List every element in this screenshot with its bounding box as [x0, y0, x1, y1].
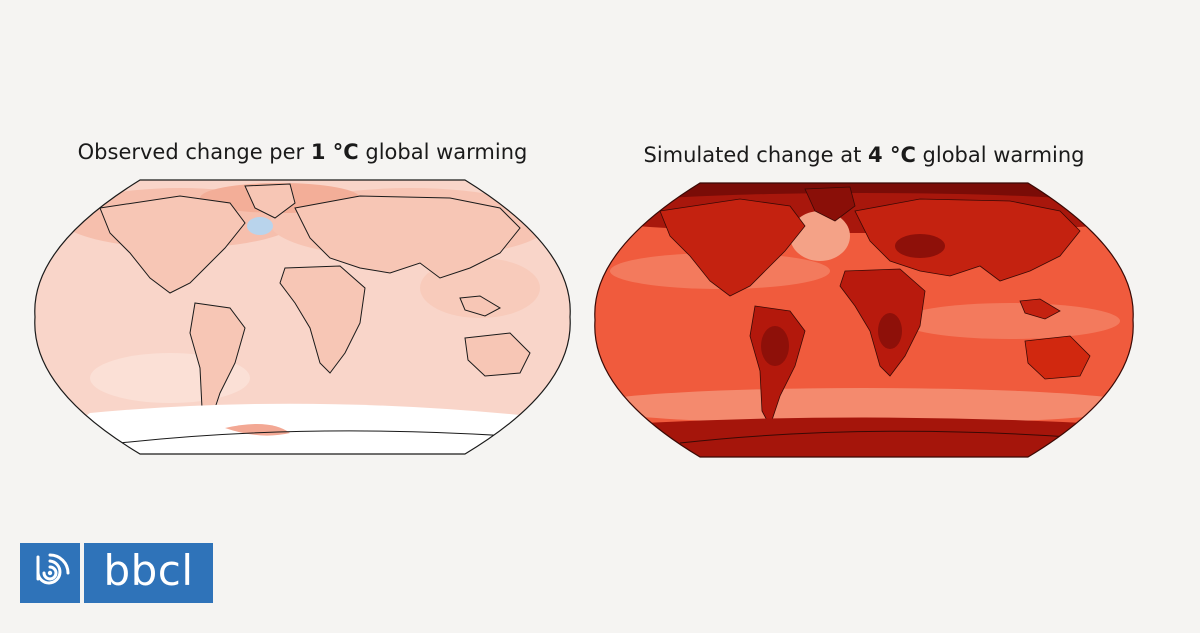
greenland — [804, 186, 856, 222]
observed-map-title: Observed change per 1 °C global warming — [77, 140, 528, 164]
islands — [459, 295, 502, 317]
bbcl-radio-icon — [36, 553, 70, 585]
north-america — [99, 195, 246, 294]
hotspot — [761, 326, 789, 366]
map-outline — [34, 179, 571, 455]
bbcl-logo[interactable]: bbcl — [20, 543, 213, 603]
eurasia — [294, 195, 521, 279]
africa — [279, 265, 366, 374]
north-america — [659, 198, 806, 297]
australia — [464, 332, 531, 377]
southern-ocean-band — [594, 388, 1134, 424]
cooling-spot — [247, 217, 273, 235]
antarctica-coast — [679, 430, 1071, 444]
antarctic-peninsula-warming — [225, 424, 290, 436]
logo-icon-box — [20, 543, 80, 603]
antarctica-warming — [594, 417, 1134, 457]
antarctica-no-data — [34, 403, 571, 454]
map-outline — [594, 182, 1134, 458]
antarctica-coast — [119, 430, 511, 444]
observed-map-panel: Observed change per 1 °C global warming — [30, 140, 575, 460]
simulated-map-title: Simulated change at 4 °C global warming — [643, 143, 1085, 167]
eurasia — [854, 198, 1081, 282]
australia — [1024, 335, 1091, 380]
ocean-band — [900, 303, 1120, 339]
simulated-map-panel: Simulated change at 4 °C global warming — [590, 143, 1138, 463]
logo-text: bbcl — [103, 546, 194, 595]
hotspot — [895, 234, 945, 258]
observed-world-map — [34, 179, 571, 455]
hotspot — [878, 313, 902, 349]
simulated-world-map — [594, 182, 1134, 458]
continents — [99, 183, 531, 425]
logo-text-box: bbcl — [84, 543, 213, 603]
greenland — [244, 183, 296, 219]
north-atlantic-minimum — [790, 211, 850, 261]
islands — [1019, 298, 1061, 320]
